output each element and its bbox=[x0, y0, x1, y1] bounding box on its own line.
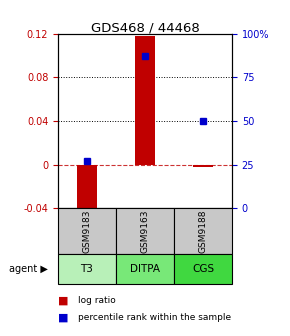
Text: GSM9183: GSM9183 bbox=[82, 209, 92, 253]
Bar bbox=[135, 36, 155, 165]
Text: ■: ■ bbox=[58, 296, 68, 306]
Text: GDS468 / 44468: GDS468 / 44468 bbox=[90, 22, 200, 35]
Text: log ratio: log ratio bbox=[78, 296, 116, 305]
Text: DITPA: DITPA bbox=[130, 264, 160, 274]
Text: agent ▶: agent ▶ bbox=[9, 264, 48, 274]
Text: T3: T3 bbox=[81, 264, 93, 274]
Text: CGS: CGS bbox=[192, 264, 214, 274]
Text: GSM9163: GSM9163 bbox=[140, 209, 150, 253]
Text: GSM9188: GSM9188 bbox=[198, 209, 208, 253]
Bar bbox=[77, 165, 97, 214]
Text: ■: ■ bbox=[58, 312, 68, 323]
Bar bbox=[193, 165, 213, 167]
Text: percentile rank within the sample: percentile rank within the sample bbox=[78, 313, 231, 322]
